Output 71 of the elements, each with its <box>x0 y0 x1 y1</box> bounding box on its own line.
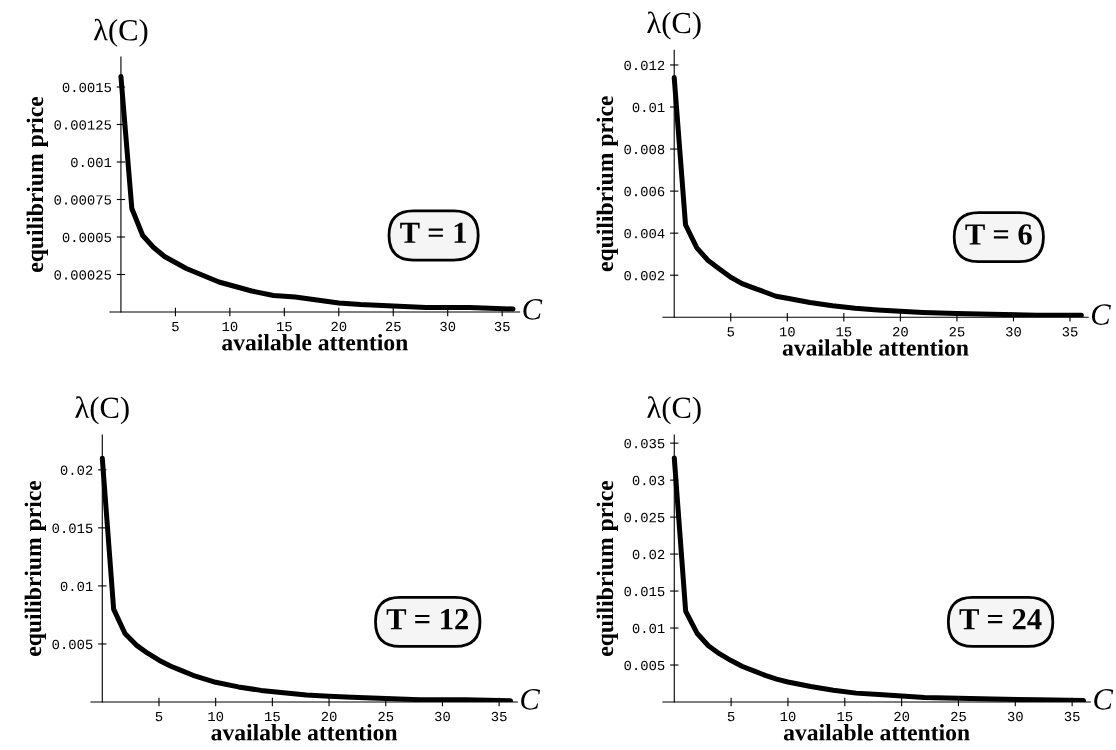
x-tick-label: 20 <box>894 711 910 722</box>
y-tick-label: 0.0015 <box>62 82 112 93</box>
y-tick-label: 0.02 <box>632 549 665 560</box>
text: C <box>1091 304 1111 325</box>
y-tick-label: 0.03 <box>632 475 665 486</box>
y-tick-label: 0.00025 <box>54 270 112 280</box>
annotation: T = 1 <box>400 222 466 243</box>
y-tick-label: 0.01 <box>632 102 665 113</box>
y-tick-label: 0.008 <box>624 144 665 155</box>
x-tick-label: 20 <box>321 711 337 722</box>
y-axis-title: equilibrium price <box>24 480 47 656</box>
annotation: T = 12 <box>386 609 468 630</box>
x-tick-label: 25 <box>949 327 965 337</box>
y-tick-label: 0.002 <box>624 270 665 281</box>
x-tick-label: 30 <box>434 711 450 722</box>
x-tick-label: 10 <box>780 711 796 722</box>
y-tick-label: 0.015 <box>52 523 93 534</box>
y-axis-title: equilibrium price <box>596 96 618 272</box>
text: C <box>1094 689 1114 710</box>
x-tick-label: 20 <box>893 327 908 337</box>
y-tick-label: 0.005 <box>52 639 93 650</box>
text: λ(C) <box>647 11 701 40</box>
x-axis-title: available attention <box>222 333 408 351</box>
y-tick-label: 0.00075 <box>54 195 112 205</box>
x-tick-label: 20 <box>331 321 347 332</box>
x-tick-label: 10 <box>779 327 795 337</box>
x-tick-label: 25 <box>385 321 401 332</box>
x-axis-title: available attention <box>783 723 970 741</box>
y-tick-label: 0.0005 <box>62 232 112 243</box>
text: λ(C) <box>93 18 148 47</box>
x-tick-label: 15 <box>836 327 852 337</box>
x-tick-label: 35 <box>1062 327 1078 337</box>
x-tick-label: 15 <box>265 711 280 722</box>
x-tick-label: 25 <box>378 711 394 722</box>
x-tick-label: 5 <box>727 327 735 337</box>
x-tick-label: 5 <box>172 321 179 332</box>
y-tick-label: 0.01 <box>632 623 665 634</box>
x-tick-label: 35 <box>491 711 507 722</box>
y-tick-label: 0.004 <box>624 228 665 239</box>
y-tick-label: 0.005 <box>624 660 665 671</box>
x-tick-label: 30 <box>440 321 456 332</box>
x-tick-label: 35 <box>1064 711 1080 722</box>
text: λ(C) <box>75 396 129 425</box>
x-tick-label: 25 <box>951 711 966 722</box>
x-tick-label: 10 <box>208 711 224 722</box>
x-tick-label: 30 <box>1006 327 1021 337</box>
y-tick-label: 0.006 <box>624 186 665 197</box>
y-tick-label: 0.012 <box>624 60 665 71</box>
text: C <box>523 299 543 320</box>
y-axis-title: equilibrium price <box>596 480 619 656</box>
x-axis-title: available attention <box>782 339 969 356</box>
x-tick-label: 5 <box>727 711 735 722</box>
x-tick-label: 10 <box>222 321 238 332</box>
annotation: T = 24 <box>959 609 1042 630</box>
x-tick-label: 15 <box>837 711 853 722</box>
y-tick-label: 0.01 <box>60 581 93 592</box>
text: λ(C) <box>647 396 701 425</box>
x-tick-label: 30 <box>1007 711 1023 722</box>
y-tick-label: 0.025 <box>624 512 665 523</box>
x-tick-label: 15 <box>276 321 292 332</box>
y-tick-label: 0.035 <box>624 438 665 449</box>
text: C <box>521 689 541 710</box>
x-tick-label: 35 <box>494 321 510 332</box>
y-tick-label: 0.00125 <box>54 120 112 130</box>
y-tick-label: 0.001 <box>71 157 112 168</box>
annotation: T = 6 <box>965 224 1032 245</box>
x-axis-title: available attention <box>211 723 398 741</box>
y-tick-label: 0.015 <box>624 586 665 597</box>
x-tick-label: 5 <box>155 711 163 722</box>
y-axis-title: equilibrium price <box>26 96 48 272</box>
y-tick-label: 0.02 <box>60 465 93 475</box>
